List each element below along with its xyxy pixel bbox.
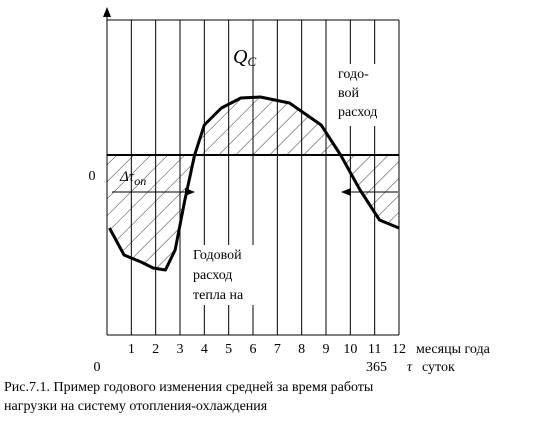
y-tick-label: 0: [89, 169, 96, 184]
x-tick-label: 0: [94, 360, 101, 375]
x-tick-label: 3: [177, 342, 184, 357]
x-tick-label: 7: [274, 342, 281, 357]
annotation: тепла на: [193, 288, 244, 303]
x-tick-label: 2: [152, 342, 159, 357]
x-tick-label: 9: [323, 342, 330, 357]
annotation: расход: [193, 268, 232, 283]
x-tick-label: 12: [392, 342, 406, 357]
annotation: τ: [407, 360, 413, 375]
label-box: [333, 64, 395, 126]
x-tick-label: 10: [343, 342, 357, 357]
plot: [107, 95, 400, 272]
x-tick-label: 5: [225, 342, 232, 357]
label-box: [189, 245, 259, 305]
annotation: годо-: [338, 67, 369, 82]
curve: [108, 95, 400, 272]
x-tick-label: 8: [298, 342, 305, 357]
x-tick-label: 11: [368, 342, 381, 357]
annotation: суток: [422, 360, 455, 375]
x-tick-label: 6: [250, 342, 257, 357]
annotation: Годовой: [193, 248, 242, 263]
annotation: вой: [338, 86, 360, 101]
annotation: 365: [366, 360, 387, 375]
caption: Рис.7.1. Пример годового изменения средн…: [4, 380, 374, 395]
x-axis-label: месяцы года: [416, 342, 491, 357]
caption: нагрузки на систему отопления-охлаждения: [4, 399, 268, 414]
x-tick-label: 1: [128, 342, 135, 357]
annotation: расход: [338, 105, 377, 120]
x-tick-label: 4: [201, 342, 208, 357]
q-label: QC: [233, 46, 256, 69]
hatch-area: [107, 97, 399, 270]
delta-label: Δτоп: [119, 169, 146, 187]
